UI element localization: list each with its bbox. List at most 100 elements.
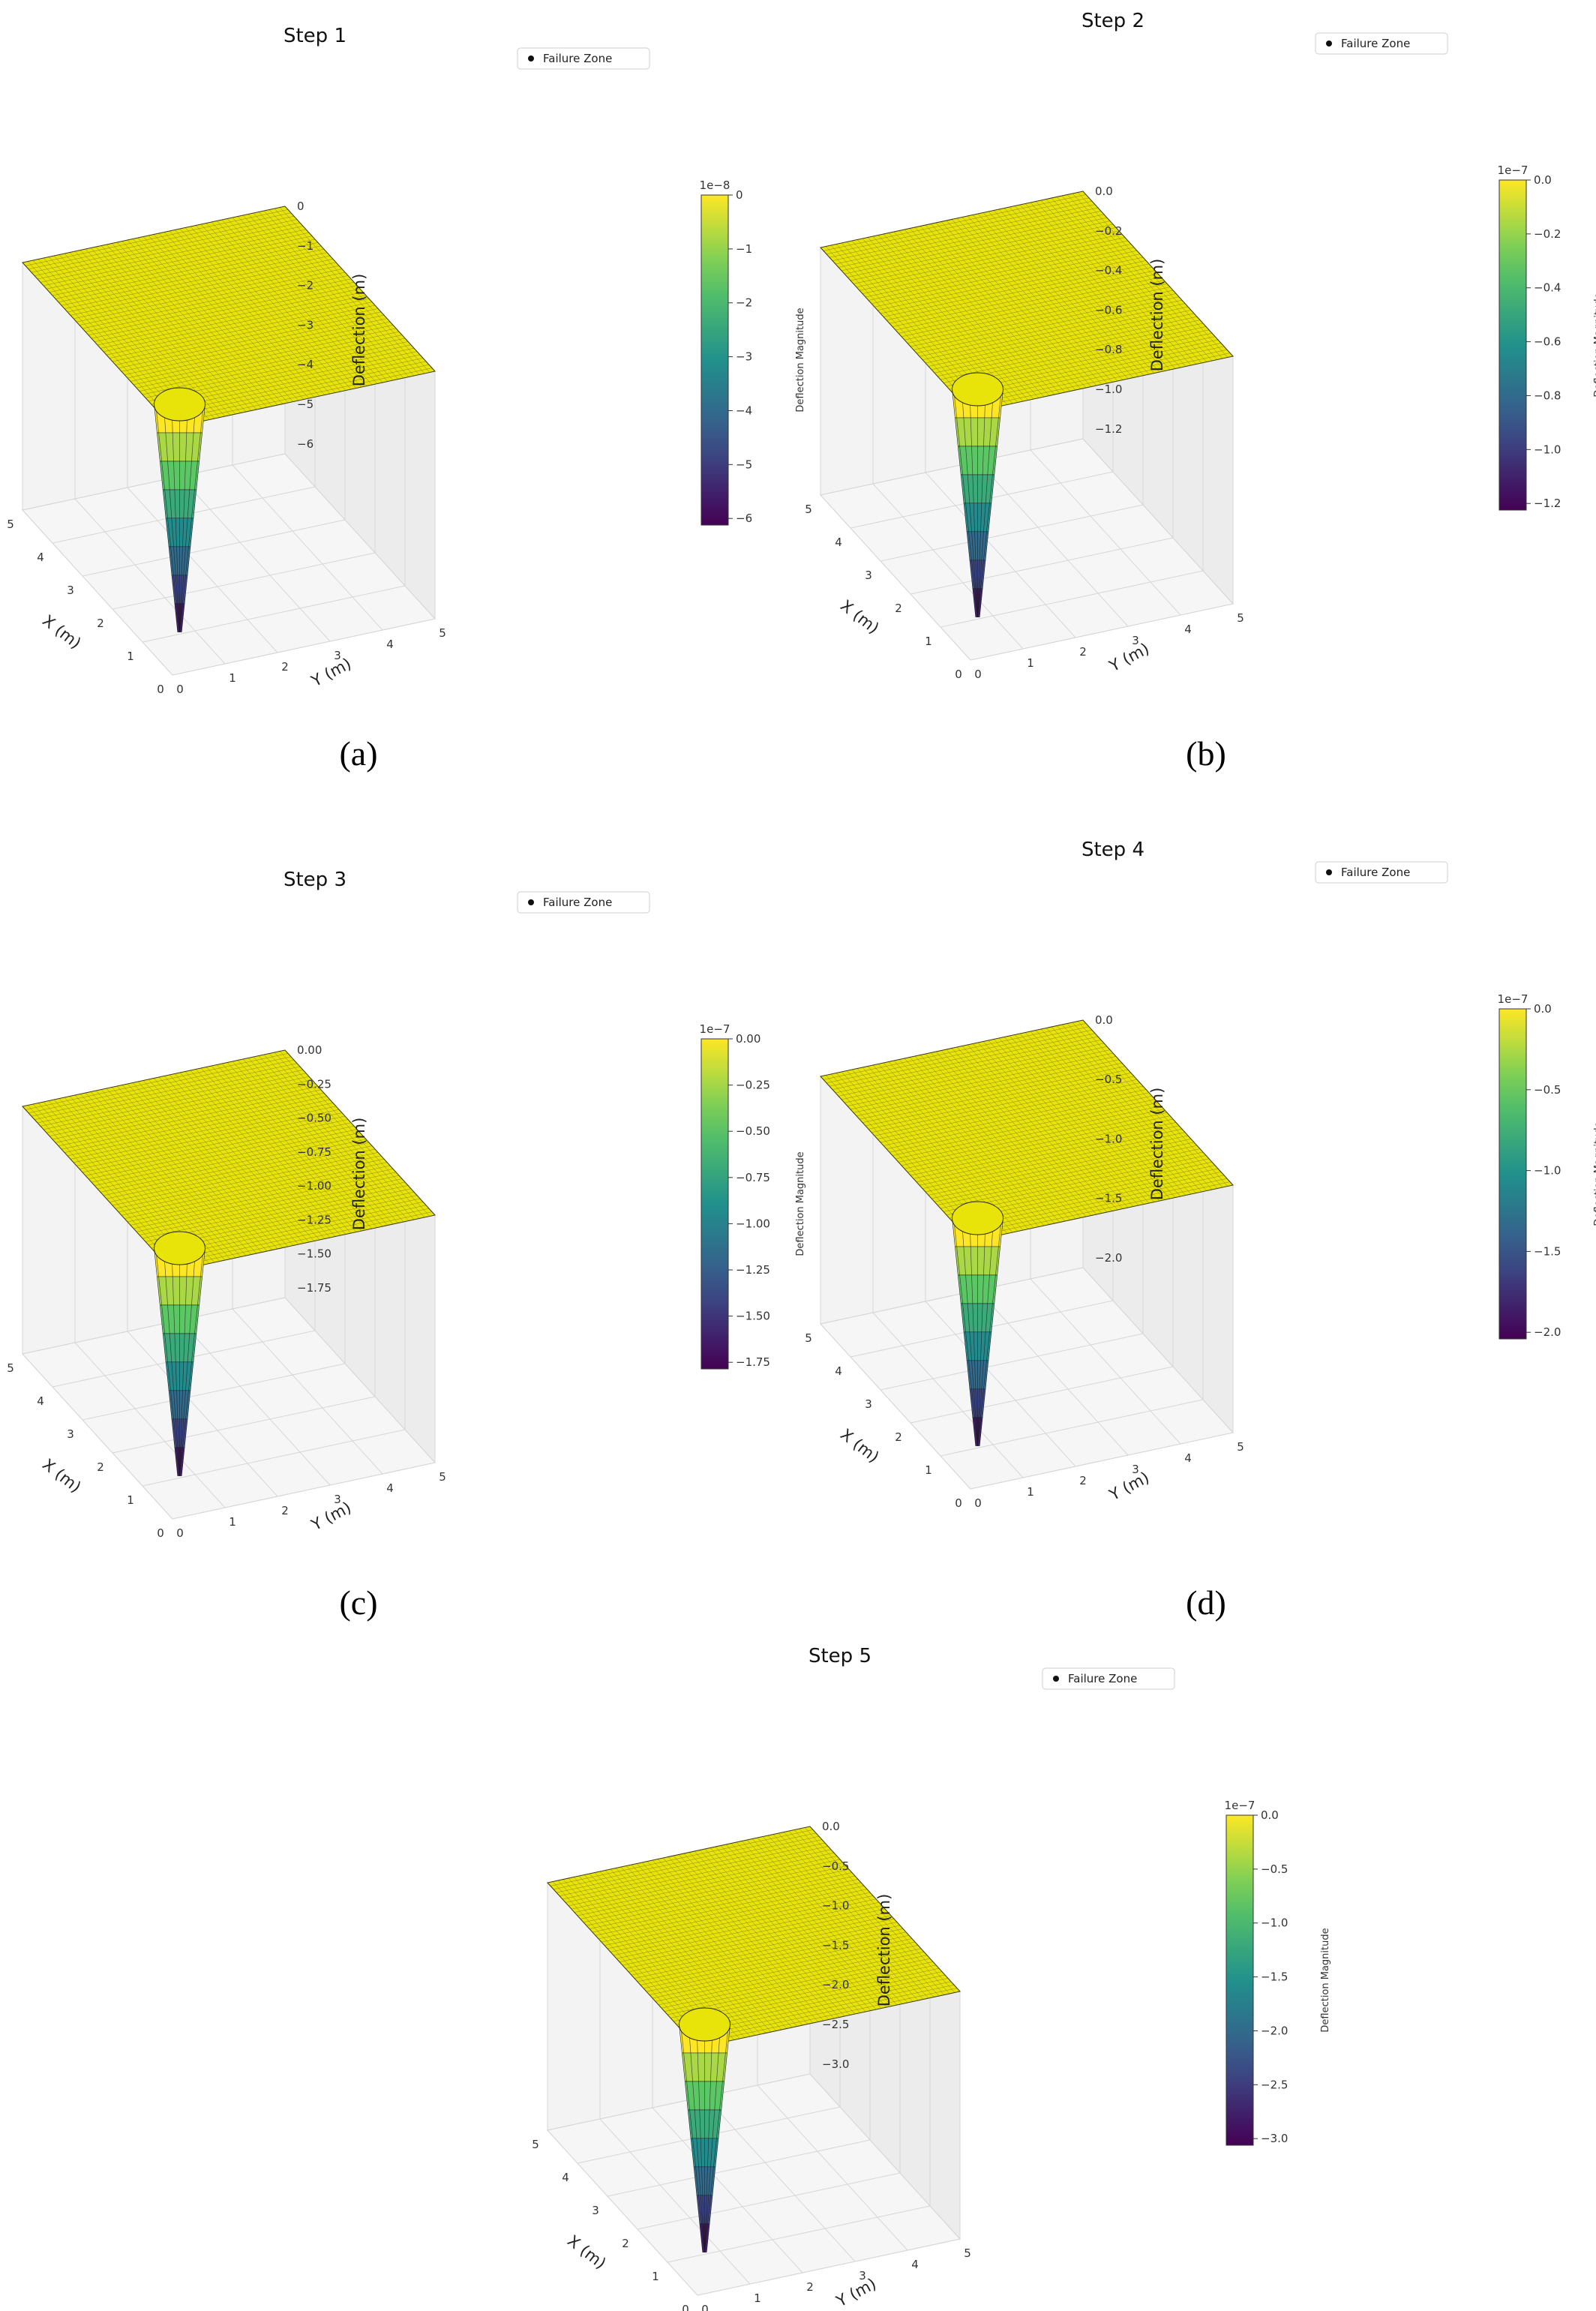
legend-marker (528, 899, 534, 905)
x-tick-label: 4 (37, 1394, 44, 1408)
mesh-line (263, 210, 415, 377)
mesh-line (699, 1850, 850, 2015)
colorbar-tick-label: −6 (736, 512, 752, 525)
mesh-line (725, 1844, 877, 2010)
legend-label: Failure Zone (543, 896, 612, 909)
mesh-line (613, 1898, 877, 1956)
mesh-line (589, 1872, 853, 1929)
floor-gridline (82, 519, 346, 577)
z-tick-label: −2.0 (1095, 1251, 1122, 1265)
floor-gridline (970, 1432, 1234, 1490)
mesh-line (64, 252, 328, 309)
mesh-line (829, 1029, 1093, 1087)
mesh-line (1077, 192, 1228, 358)
mesh-line (595, 1879, 859, 1936)
funnel-rib (704, 2024, 722, 2252)
mesh-line (46, 1076, 310, 1133)
mesh-line (76, 265, 340, 323)
floor-gridline (179, 1319, 331, 1486)
mesh-line (1056, 1025, 1208, 1191)
z-tick-label: −0.5 (822, 1859, 849, 1873)
colorbar-scale-label: 1e−8 (700, 179, 730, 192)
mesh-line (838, 211, 1102, 268)
y-tick-label: 5 (1237, 611, 1244, 625)
chart-step-2: Step 2 Failure Zone 0 1 2 3 4 5 X (m) 0 1 2 3 4 5 Y (m)… (805, 10, 1596, 681)
mesh-line (94, 1129, 358, 1186)
z-axis-label: Deflection (m) (875, 1894, 893, 2007)
mesh-line (248, 1058, 399, 1223)
mesh-line (993, 1039, 1144, 1205)
floor-gridline (284, 453, 436, 620)
z-axis-label: Deflection (m) (350, 274, 368, 387)
x-axis-label: X (m) (39, 1455, 84, 1496)
legend: Failure Zone (1315, 32, 1448, 55)
floor-gridline (977, 1289, 1129, 1456)
z-tick-label: −1.00 (297, 1179, 332, 1193)
colorbar-tick-label: −1.0 (1261, 1916, 1288, 1930)
funnel-rib (680, 2024, 705, 2252)
mesh-line (871, 247, 1135, 305)
mesh-line (164, 1076, 315, 1241)
mesh-line (559, 1839, 823, 1896)
colorbar-tick-label: 0.00 (736, 1032, 760, 1046)
failure-funnel (952, 1201, 1004, 1446)
funnel-rib (179, 1248, 188, 1476)
mesh-line (58, 245, 322, 303)
z-tick-label: −1.25 (297, 1213, 332, 1226)
floor-gridline (127, 487, 278, 653)
y-tick-label: 1 (754, 2291, 761, 2305)
chart-panel-step-5: Step 5 Failure Zone 0 1 2 3 4 5 X (m) 0 1 2 3 4 5 Y (m)… (525, 1620, 1331, 2311)
z-tick-label: −1.0 (1095, 383, 1122, 396)
floor-gridline (910, 1366, 1174, 1424)
legend-marker (1326, 869, 1332, 875)
x-tick-label: 4 (562, 2171, 569, 2184)
y-tick-label: 2 (806, 2280, 814, 2294)
colorbar-tick-label: −0.75 (736, 1171, 770, 1184)
floor-gridline (172, 618, 436, 676)
funnel-rim (154, 1231, 206, 1265)
mesh-line (1024, 1032, 1176, 1198)
funnel-rib (163, 404, 180, 632)
mesh-line (865, 240, 1129, 298)
z-tick-label: −0.6 (1095, 303, 1122, 317)
y-tick-label: 5 (964, 2246, 971, 2260)
funnel-rib (155, 1248, 180, 1476)
x-tick-label: 3 (592, 2204, 599, 2217)
mesh-line (43, 229, 307, 287)
colorbar-label: Deflection Magnitude (1593, 1121, 1596, 1226)
colorbar-tick-label: −3.0 (1261, 2132, 1288, 2145)
floor-gridline (22, 1353, 173, 1520)
floor-gridline (547, 2129, 698, 2296)
y-tick-label: 4 (386, 638, 394, 651)
mesh-line (1009, 206, 1160, 373)
mesh-line (34, 219, 298, 276)
mesh-line (216, 221, 368, 386)
mesh-line (253, 1056, 404, 1223)
mesh-line (226, 218, 378, 384)
z-axis-label: Deflection (m) (350, 1118, 368, 1231)
mesh-line (94, 285, 358, 342)
funnel-rib (179, 404, 196, 632)
y-tick-label: 0 (974, 1496, 982, 1510)
y-axis-label: Y (m) (1106, 639, 1152, 675)
mesh-line (967, 1044, 1118, 1211)
colorbar-tick-label: −1.2 (1534, 497, 1561, 510)
floor-gridline (820, 438, 1084, 496)
floor-gridline (940, 1399, 1204, 1457)
mesh-line (736, 1841, 887, 2008)
z-tick-label: −5 (297, 398, 314, 411)
z-tick-label: −6 (297, 437, 314, 451)
z-tick-label: −0.75 (297, 1145, 332, 1159)
x-tick-label: 3 (67, 1427, 74, 1441)
mesh-line (1061, 195, 1213, 362)
legend-marker (1326, 41, 1332, 47)
funnel-rim (679, 2007, 730, 2042)
x-tick-label: 1 (652, 2270, 659, 2283)
mesh-line (1030, 1031, 1181, 1197)
mesh-line (694, 1850, 845, 2017)
mesh-line (55, 242, 319, 299)
y-tick-label: 2 (1079, 1474, 1087, 1487)
z-tick-label: 0.0 (1095, 1013, 1113, 1027)
legend: Failure Zone (517, 891, 650, 914)
colorbar-scale-label: 1e−7 (1498, 992, 1528, 1006)
